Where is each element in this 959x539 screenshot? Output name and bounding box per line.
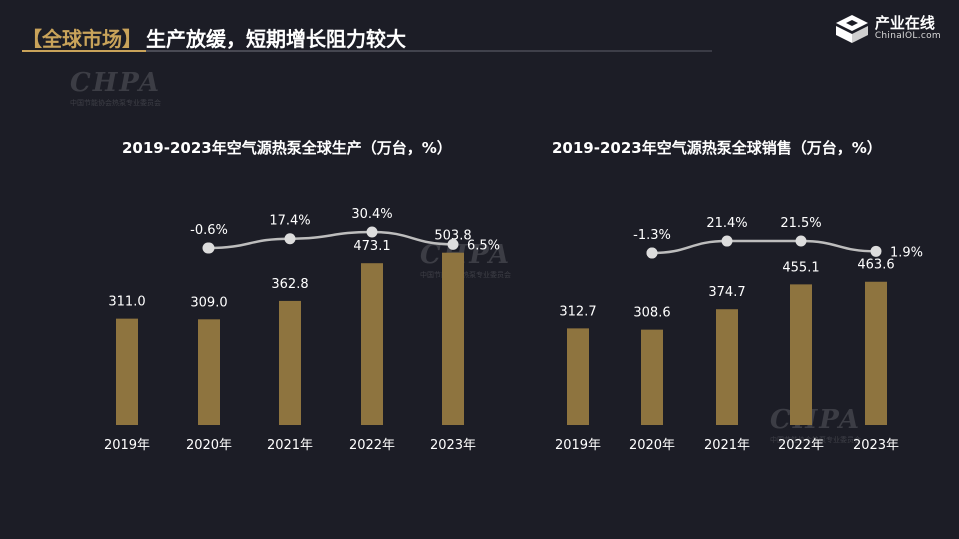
cube-logo-icon bbox=[835, 15, 868, 43]
bar bbox=[790, 284, 812, 425]
category-label: 2023年 bbox=[430, 438, 476, 453]
bar-value-label: 503.8 bbox=[434, 229, 471, 244]
bar-value-label: 463.6 bbox=[857, 258, 894, 273]
bar bbox=[865, 281, 887, 425]
category-label: 2022年 bbox=[349, 438, 395, 453]
watermark-logo: CHPA 中国节能协会热泵专业委员会 bbox=[70, 68, 161, 108]
page-title: 生产放缓，短期增长阻力较大 bbox=[146, 26, 406, 51]
title-underline bbox=[22, 50, 712, 52]
growth-line bbox=[651, 239, 877, 255]
growth-line bbox=[208, 230, 454, 250]
watermark-text: CHPA bbox=[420, 240, 512, 270]
growth-value-label: 30.4% bbox=[351, 207, 392, 222]
chart-title-production: 2019-2023年空气源热泵全球生产（万台，%） bbox=[122, 139, 452, 157]
growth-marker bbox=[203, 242, 215, 254]
bar bbox=[716, 309, 738, 425]
watermark-logo: CHPA 中国节能协会热泵专业委员会 bbox=[420, 240, 511, 280]
bar bbox=[361, 263, 383, 425]
bar-value-label: 374.7 bbox=[708, 285, 745, 300]
growth-marker bbox=[447, 238, 459, 250]
bar-value-label: 312.7 bbox=[559, 304, 596, 319]
bar bbox=[641, 329, 663, 425]
growth-marker bbox=[870, 245, 882, 257]
category-label: 2020年 bbox=[186, 438, 232, 453]
category-label: 2021年 bbox=[267, 438, 313, 453]
growth-marker bbox=[284, 233, 296, 245]
growth-marker bbox=[366, 226, 378, 238]
bar-value-label: 311.0 bbox=[108, 295, 145, 310]
bar-value-label: 308.6 bbox=[633, 306, 670, 321]
category-label: 2022年 bbox=[778, 438, 824, 453]
bar-value-label: 455.1 bbox=[782, 260, 819, 275]
bar-value-label: 473.1 bbox=[353, 239, 390, 254]
growth-marker bbox=[646, 247, 658, 259]
watermark-logo: CHPA 中国节能协会热泵专业委员会 bbox=[770, 405, 861, 445]
bar bbox=[116, 318, 138, 425]
category-label: 2019年 bbox=[104, 438, 150, 453]
growth-marker bbox=[721, 235, 733, 247]
section-tag: 【全球市场】 bbox=[22, 26, 142, 51]
growth-value-label: 21.4% bbox=[706, 216, 747, 231]
watermark-subtext: 中国节能协会热泵专业委员会 bbox=[770, 436, 862, 444]
watermark-subtext: 中国节能协会热泵专业委员会 bbox=[70, 99, 162, 107]
growth-value-label: -1.3% bbox=[633, 228, 671, 243]
logo-name-en: ChinaIOL.com bbox=[874, 31, 941, 42]
brand-logo: 产业在线 ChinaIOL.com bbox=[835, 14, 941, 44]
bar bbox=[198, 319, 220, 425]
watermark-subtext: 中国节能协会热泵专业委员会 bbox=[420, 271, 512, 279]
bar bbox=[279, 300, 301, 425]
bar bbox=[442, 252, 464, 425]
growth-value-label: 6.5% bbox=[467, 238, 500, 253]
growth-value-label: 21.5% bbox=[780, 216, 821, 231]
page-header: 【全球市场】 生产放缓，短期增长阻力较大 bbox=[22, 22, 406, 52]
bar-value-label: 362.8 bbox=[271, 277, 308, 292]
category-label: 2021年 bbox=[704, 438, 750, 453]
bar-value-label: 309.0 bbox=[190, 295, 227, 310]
watermark-text: CHPA bbox=[770, 405, 862, 435]
growth-value-label: -0.6% bbox=[190, 223, 228, 238]
category-label: 2019年 bbox=[555, 438, 601, 453]
bar bbox=[567, 328, 589, 425]
category-label: 2023年 bbox=[853, 438, 899, 453]
logo-name-cn: 产业在线 bbox=[874, 14, 935, 33]
category-label: 2020年 bbox=[629, 438, 675, 453]
growth-value-label: 17.4% bbox=[269, 214, 310, 229]
watermark-text: CHPA bbox=[70, 68, 162, 98]
chart-title-sales: 2019-2023年空气源热泵全球销售（万台，%） bbox=[552, 139, 882, 157]
growth-marker bbox=[795, 235, 807, 247]
growth-value-label: 1.9% bbox=[890, 245, 923, 260]
